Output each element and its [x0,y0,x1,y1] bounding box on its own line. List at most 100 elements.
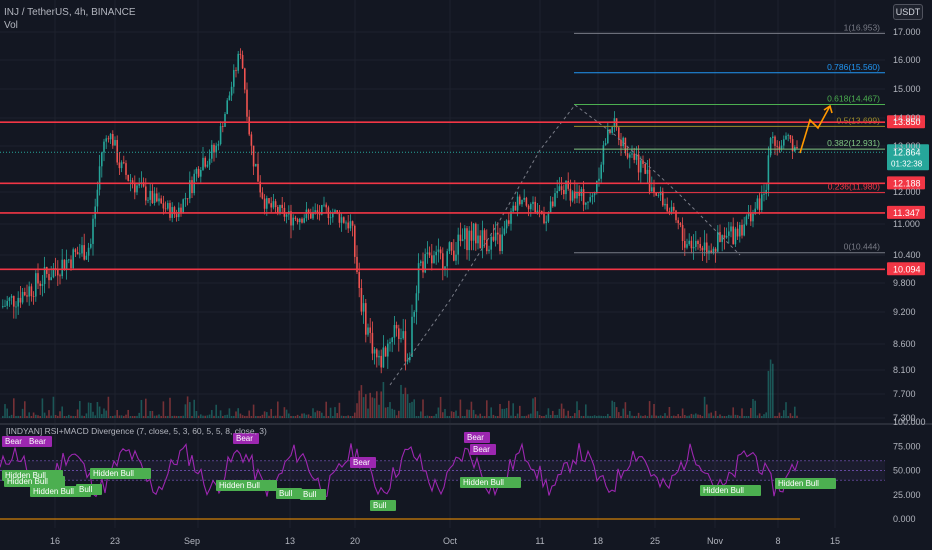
volume-bar [640,415,642,418]
signal-tag-text: Bull [279,489,293,498]
volume-bar [637,412,640,418]
candle-body [695,240,697,247]
volume-bar [428,415,431,418]
candle-body [668,211,671,213]
candle-body [21,291,24,303]
candle-body [389,342,391,344]
candle-body [85,255,88,260]
candle-body [646,169,649,174]
volume-bar [162,401,165,418]
horizontal-levels[interactable] [0,121,885,271]
time-axis-label: 20 [350,536,360,546]
candle-body [382,347,385,368]
candle-body [402,331,404,339]
candle-body [246,89,248,117]
volume-bar [296,414,299,418]
candle-body [741,224,743,236]
volume-bar [703,396,706,418]
volume-bar [609,415,611,418]
candle-body [349,221,352,229]
volume-bar [30,415,33,418]
volume-bar [167,415,169,418]
volume-bar [477,415,479,418]
volume-bar [261,414,264,418]
candle-body [123,162,125,164]
candle-body [43,266,46,285]
volume-bar [549,414,552,418]
volume-bar [794,406,796,418]
candle-body [510,211,512,224]
volume-bar [708,413,710,418]
candle-body [453,250,455,261]
candle-body [653,187,655,193]
volume-bar [81,415,83,418]
volume-bar [169,397,171,418]
volume-bar [582,415,585,418]
volume-bar [2,415,4,418]
volume-bar [387,407,389,418]
level-price-tag [887,262,925,276]
candle-body [46,266,48,274]
candle-body [534,201,536,213]
volume-bar [521,415,523,418]
time-axis-label: Nov [707,536,724,546]
price-axis[interactable] [887,115,929,276]
candle-body [706,242,708,254]
bear-signal-tag [350,457,376,468]
candle-body [556,191,558,194]
currency-button[interactable]: USDT [893,4,923,20]
symbol-title[interactable]: INJ / TetherUS, 4h, BINANCE [4,7,136,18]
candle-body [602,145,605,165]
volume-bar [173,415,176,418]
candle-body [19,297,22,303]
trend-line[interactable] [389,104,741,386]
time-axis-label: 13 [285,536,295,546]
candle-body [750,212,752,222]
volume-bar [358,390,360,418]
candle-body [224,114,226,127]
volume-bar [206,415,209,418]
candle-body [250,134,253,146]
rsi-macd-indicator-pane[interactable] [0,432,885,520]
volume-bar [13,398,15,418]
signal-tag-text: Bull [303,490,317,499]
candle-body [57,269,59,276]
fibonacci-retracement[interactable] [574,32,885,254]
projection-path[interactable] [799,105,831,154]
volume-bar [668,406,671,418]
candle-body [175,214,178,218]
candle-body [8,297,11,301]
candle-body [708,250,710,254]
candle-body [371,332,374,354]
volume-bar [730,415,732,418]
volume-bar [415,415,418,418]
candle-body [87,247,90,256]
candle-body [769,138,772,156]
candle-body [472,223,475,241]
volume-bar [129,415,132,418]
volume-bar [19,415,22,418]
candle-body [118,162,121,169]
candle-body [107,138,110,140]
candle-body [756,198,759,209]
price-axis-tick: 7.300 [893,413,916,423]
volume-indicator-label[interactable]: Vol [4,20,18,31]
candle-body [274,201,277,208]
candle-body [354,225,356,257]
price-axis-tick: 13.000 [893,141,921,151]
volume-bar [140,399,143,418]
bull-signal-tag [775,478,836,489]
candle-body [527,205,530,210]
candle-body [200,169,202,177]
candle-body [565,180,567,195]
volume-bar [461,415,464,418]
candle-body [783,139,785,146]
volume-bar [750,408,752,418]
bear-signal-tag [464,432,490,443]
volume-bar [719,414,721,418]
candle-body [659,191,662,196]
volume-bar [233,415,235,418]
candle-body [59,275,61,277]
volume-bar [270,408,272,418]
